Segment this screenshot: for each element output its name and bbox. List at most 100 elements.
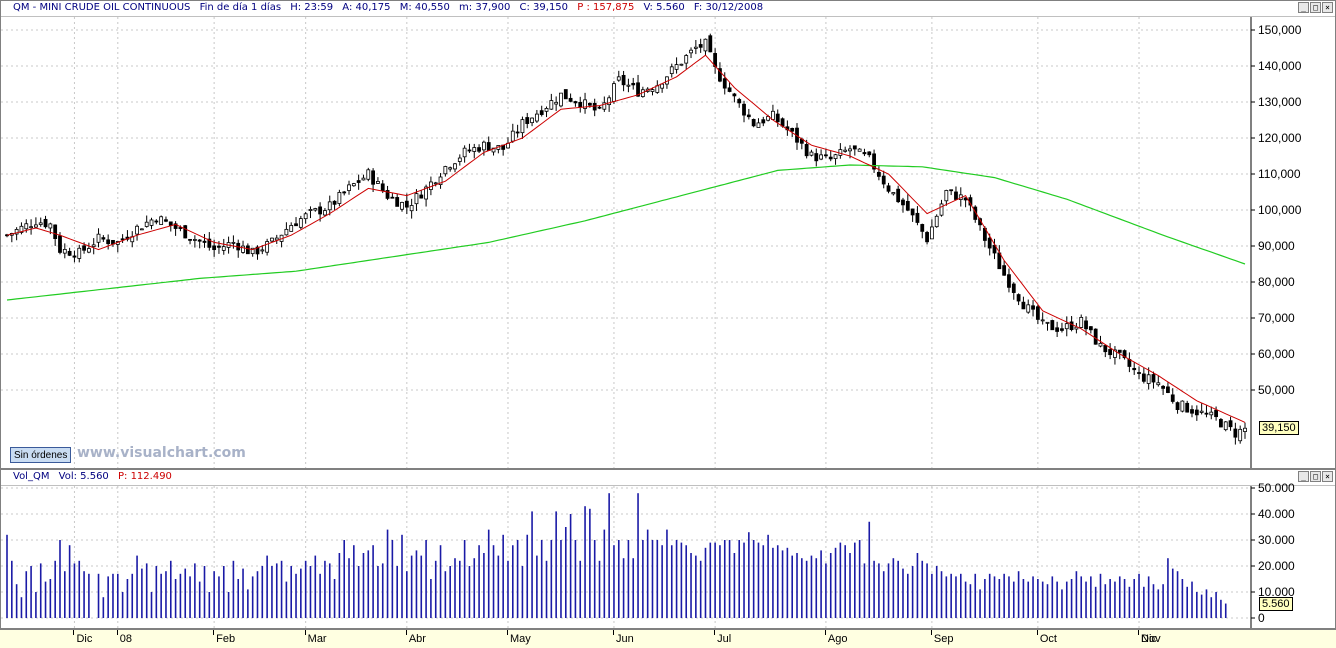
header-period: Fin de día 1 días	[199, 2, 282, 13]
candle	[530, 117, 534, 127]
candle-body	[939, 203, 944, 216]
time-axis-label: Abr	[408, 633, 426, 645]
candle	[1132, 362, 1137, 375]
candle	[718, 62, 722, 83]
candle-body	[414, 193, 419, 205]
candle-body	[86, 248, 91, 253]
candle	[14, 227, 19, 241]
candle-body	[896, 188, 901, 203]
candle	[920, 223, 925, 239]
candle-body	[775, 113, 780, 123]
candle	[443, 165, 448, 177]
candle	[987, 233, 992, 256]
candle-body	[602, 102, 607, 110]
price-chart-panel[interactable]: QM - MINI CRUDE OIL CONTINUOUS Fin de dí…	[0, 0, 1336, 469]
candle-body	[944, 190, 949, 202]
time-axis-label: Jul	[717, 633, 732, 645]
time-axis-tick	[506, 630, 508, 635]
candle	[573, 100, 578, 107]
candle-body	[231, 241, 236, 244]
candle	[534, 109, 539, 123]
minimize-button[interactable]: _	[1298, 2, 1309, 13]
price-y-tick-label: 100,000	[1258, 203, 1302, 217]
candle	[192, 235, 197, 248]
candle	[1011, 282, 1016, 300]
candle-body	[270, 237, 274, 242]
candle-body	[905, 201, 910, 211]
candle	[77, 244, 82, 263]
time-axis-label: May	[509, 633, 531, 645]
time-axis-tick	[1138, 630, 1140, 635]
candle-body	[660, 83, 665, 89]
candle-body	[274, 237, 279, 241]
time-axis-label: Jun	[615, 633, 634, 645]
candle-body	[1243, 427, 1247, 432]
candle-body	[29, 226, 33, 229]
time-axis-label: 08	[119, 633, 133, 645]
time-axis-label: Dic	[76, 633, 93, 645]
candle	[689, 47, 693, 59]
candle	[58, 232, 62, 255]
candle-body	[568, 97, 573, 102]
candle-body	[607, 97, 612, 106]
volume-close-button[interactable]: ×	[1322, 471, 1333, 482]
candle	[457, 154, 462, 166]
maximize-button[interactable]: □	[1310, 2, 1321, 13]
candle	[130, 231, 135, 248]
candle	[891, 192, 896, 196]
candle	[607, 95, 612, 112]
candle	[746, 108, 751, 120]
candle-body	[669, 66, 674, 74]
candle	[173, 221, 178, 236]
candle-body	[891, 192, 896, 195]
candle-body	[539, 110, 544, 115]
candle-body	[457, 157, 462, 162]
price-window-buttons: _ □ ×	[1298, 2, 1333, 13]
candle-body	[790, 128, 795, 132]
candle-body	[1209, 411, 1214, 416]
volume-header-p: P: 112.490	[117, 471, 172, 482]
candle	[376, 177, 380, 184]
candle	[901, 197, 905, 213]
candle	[636, 74, 640, 98]
candle-body	[1093, 328, 1098, 345]
candle-body	[1007, 274, 1011, 288]
candle-body	[761, 119, 766, 124]
candle-body	[559, 92, 563, 107]
candle	[385, 185, 390, 201]
candle-body	[987, 237, 992, 249]
candle-body	[703, 38, 708, 52]
candle-body	[361, 177, 366, 181]
candle	[202, 234, 207, 248]
candle-body	[1175, 402, 1180, 410]
candle-body	[1180, 400, 1185, 412]
candle-body	[915, 212, 920, 223]
volume-chart-svg: 50.000 40.000 30.000 20.000 10.000 0	[1, 481, 1295, 628]
candle-body	[804, 144, 809, 157]
candle	[693, 40, 698, 55]
volume-maximize-button[interactable]: □	[1310, 471, 1321, 482]
candle-body	[1035, 306, 1040, 320]
volume-chart-panel[interactable]: Vol_QM Vol: 5.560 P: 112.490 _ □ × 50.00…	[0, 469, 1336, 629]
volume-minimize-button[interactable]: _	[1298, 471, 1309, 482]
volume-y-tick-label: 0	[1258, 611, 1265, 625]
candle	[578, 96, 583, 113]
candle-body	[554, 101, 559, 105]
candle	[963, 197, 968, 208]
close-button[interactable]: ×	[1322, 2, 1333, 13]
candle	[809, 149, 814, 157]
candle	[1156, 375, 1161, 387]
candle-body	[433, 182, 438, 185]
candle-body	[323, 210, 327, 216]
price-y-tick-label: 90,000	[1258, 239, 1295, 253]
candle	[1088, 326, 1093, 334]
candle-body	[925, 232, 929, 243]
no-orders-button[interactable]: Sin órdenes	[10, 447, 72, 463]
candle	[159, 215, 164, 225]
candle-body	[400, 202, 404, 210]
candle	[910, 208, 915, 222]
candle	[554, 96, 559, 111]
volume-y-tick-label: 20.000	[1258, 559, 1295, 573]
candle-body	[718, 68, 722, 82]
candle	[732, 92, 737, 103]
